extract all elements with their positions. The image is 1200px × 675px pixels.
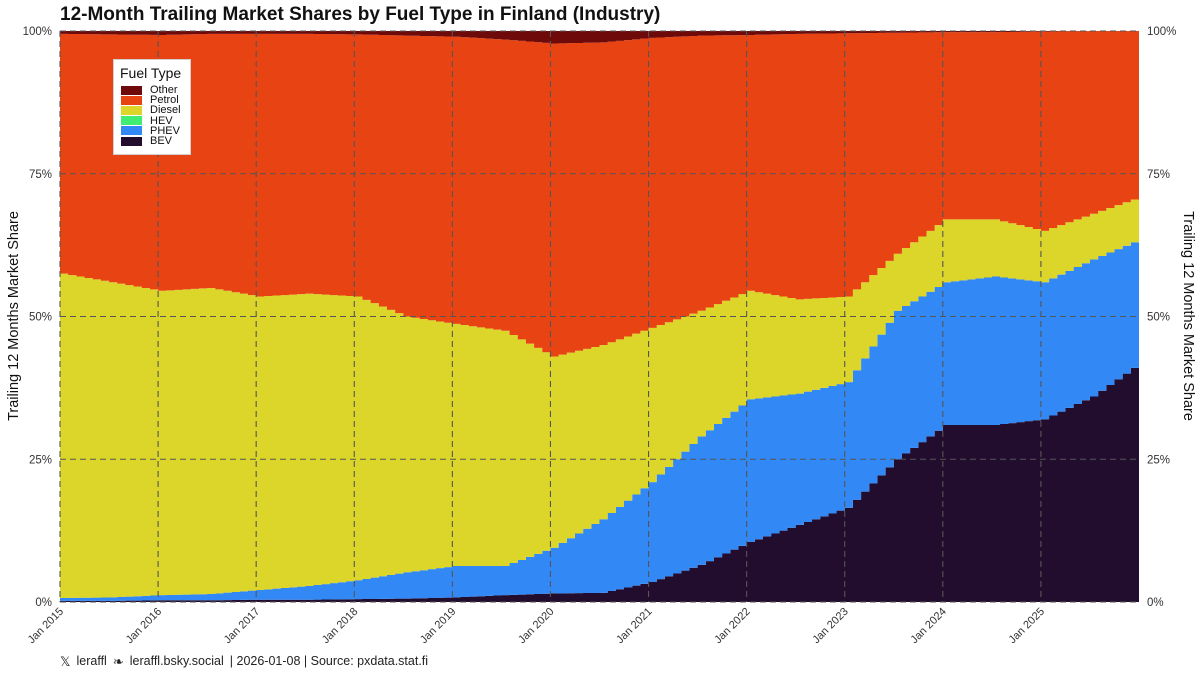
legend-title: Fuel Type [120, 65, 182, 81]
y-tick-label-right: 75% [1147, 169, 1170, 181]
y-tick-label-left: 25% [29, 454, 52, 466]
legend-item-bev: BEV [121, 135, 190, 148]
legend-item-phev: PHEV [121, 124, 190, 137]
y-tick-label-right: 0% [1147, 597, 1164, 609]
x-tick-label: Jan 2017 [222, 606, 262, 646]
area-phev [60, 242, 1139, 601]
legend-swatch [121, 105, 142, 115]
footer: 𝕏 leraffl ❧ leraffl.bsky.social | 2026-0… [60, 654, 428, 668]
x-tick-label: Jan 2022 [712, 606, 752, 646]
y-tick-label-left: 0% [35, 597, 52, 609]
footer-handle[interactable]: leraffl [76, 654, 107, 668]
y-axis-label-left: Trailing 12 Months Market Share [6, 211, 22, 421]
footer-bsky[interactable]: leraffl.bsky.social [129, 654, 224, 668]
x-tick-label: Jan 2016 [124, 606, 164, 646]
chart-title: 12-Month Trailing Market Shares by Fuel … [60, 4, 661, 25]
area-bev [60, 367, 1139, 602]
area-other [60, 31, 1139, 44]
y-tick-label-right: 100% [1147, 26, 1176, 38]
legend-label: Other [150, 84, 178, 97]
legend-swatch [121, 116, 142, 126]
legend-label: Petrol [150, 94, 179, 107]
gridlines [59, 30, 1139, 603]
legend-swatch [121, 95, 142, 105]
x-tick-label: Jan 2019 [418, 606, 458, 646]
x-tick-label: Jan 2021 [614, 606, 654, 646]
butterfly-icon: ❧ [112, 653, 124, 669]
legend-label: HEV [150, 114, 173, 127]
area-petrol [60, 31, 1139, 357]
legend-swatch [121, 85, 142, 95]
area-diesel [60, 199, 1139, 598]
x-tick-label: Jan 2024 [908, 606, 948, 646]
y-tick-label-right: 25% [1147, 454, 1170, 466]
legend-item-other: Other [121, 84, 190, 97]
legend-item-petrol: Petrol [121, 94, 190, 107]
legend-label: PHEV [150, 124, 180, 137]
y-tick-label-left: 75% [29, 169, 52, 181]
threads-x-icon: 𝕏 [60, 653, 71, 669]
footer-info: | 2026-01-08 | Source: pxdata.stat.fi [229, 654, 429, 668]
area-layer [60, 31, 1139, 602]
x-tick-label: Jan 2025 [1007, 606, 1047, 646]
y-tick-label-left: 100% [23, 26, 52, 38]
legend-swatch [121, 126, 142, 136]
legend-label: BEV [150, 135, 173, 148]
x-tick-label: Jan 2020 [516, 606, 556, 646]
x-tick-label: Jan 2015 [26, 606, 66, 646]
legend-label: Diesel [150, 104, 181, 117]
legend-item-diesel: Diesel [121, 104, 190, 117]
y-tick-label-left: 50% [29, 312, 52, 324]
x-tick-label: Jan 2018 [320, 606, 360, 646]
y-tick-label-right: 50% [1147, 312, 1170, 324]
legend-item-hev: HEV [121, 114, 190, 127]
chart-legend: Fuel Type Other Petrol Diesel HEV PHEV BEV [113, 59, 191, 155]
x-tick-label: Jan 2023 [810, 606, 850, 646]
legend-swatch [121, 136, 142, 146]
y-axis-label-right: Trailing 12 Months Market Share [1180, 211, 1196, 421]
